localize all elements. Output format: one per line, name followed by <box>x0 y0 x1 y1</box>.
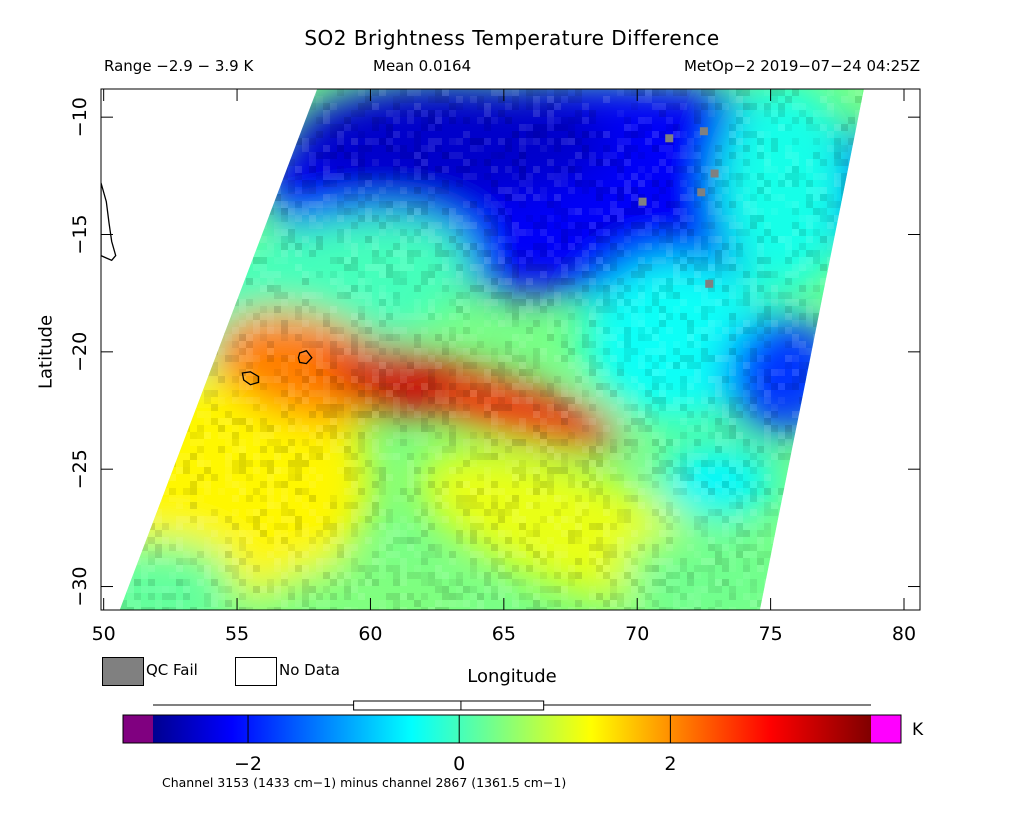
colorbar-under-swatch <box>123 715 153 743</box>
y-tick-label: −20 <box>69 332 91 372</box>
colorbar-tick-label: 2 <box>664 753 676 775</box>
x-tick-label: 50 <box>92 623 116 645</box>
range-box <box>353 700 545 711</box>
field-blob-1 <box>290 89 611 200</box>
no-data-swatch <box>235 657 277 686</box>
qc-fail-pixel <box>699 127 708 136</box>
x-tick-label: 55 <box>225 623 249 645</box>
qc-fail-pixel <box>710 169 719 178</box>
coastline-reunion <box>241 371 260 386</box>
field-blob-7 <box>119 539 238 610</box>
x-tick-label: 70 <box>625 623 649 645</box>
colorbar-frame <box>122 714 902 744</box>
field-blob-2 <box>717 89 851 294</box>
coastline-madagascar <box>101 182 117 262</box>
qc-fail-pixel <box>705 279 714 288</box>
x-axis-label: Longitude <box>467 666 557 687</box>
qc-fail-swatch <box>102 657 144 686</box>
colorbar-tick-label: 0 <box>453 753 465 775</box>
swath-field <box>119 89 864 610</box>
y-axis-label: Latitude <box>35 314 57 390</box>
field-blob-15 <box>467 383 621 443</box>
field-blob-11 <box>658 445 776 517</box>
y-tick-label: −25 <box>69 449 91 489</box>
field-blob-10 <box>623 527 784 610</box>
y-tick-label: −30 <box>69 566 91 606</box>
y-tick-label: −10 <box>69 97 91 137</box>
qc-fail-pixel <box>638 197 647 206</box>
x-tick-label: 65 <box>492 623 516 645</box>
qc-fail-label: QC Fail <box>146 661 198 679</box>
qc-fail-pixel <box>697 188 706 197</box>
no-data-label: No Data <box>279 661 340 679</box>
colorbar-units: K <box>912 720 924 740</box>
channel-footnote: Channel 3153 (1433 cm−1) minus channel 2… <box>162 775 567 790</box>
plot-frame <box>100 88 921 611</box>
field-blob-3 <box>583 257 771 423</box>
colorbar-tick-label: −2 <box>234 753 262 775</box>
colorbar-over-swatch <box>871 715 901 743</box>
coastline-mauritius <box>297 349 313 365</box>
field-blob-14 <box>336 345 458 415</box>
qc-fail-pixel <box>665 134 674 143</box>
y-tick-label: −15 <box>69 214 91 254</box>
x-tick-label: 60 <box>358 623 382 645</box>
satellite-time-text: MetOp−2 2019−07−24 04:25Z <box>683 57 920 75</box>
chart-title: SO2 Brightness Temperature Difference <box>304 26 720 50</box>
mean-text: Mean 0.0164 <box>373 57 472 75</box>
x-tick-label: 80 <box>892 623 916 645</box>
range-text: Range −2.9 − 3.9 K <box>104 57 254 75</box>
colorbar-gradient <box>153 715 871 743</box>
x-tick-label: 75 <box>759 623 783 645</box>
